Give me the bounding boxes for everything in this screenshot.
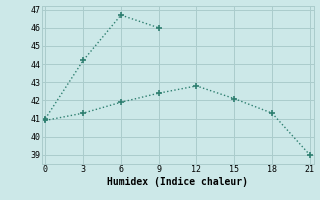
X-axis label: Humidex (Indice chaleur): Humidex (Indice chaleur): [107, 177, 248, 187]
